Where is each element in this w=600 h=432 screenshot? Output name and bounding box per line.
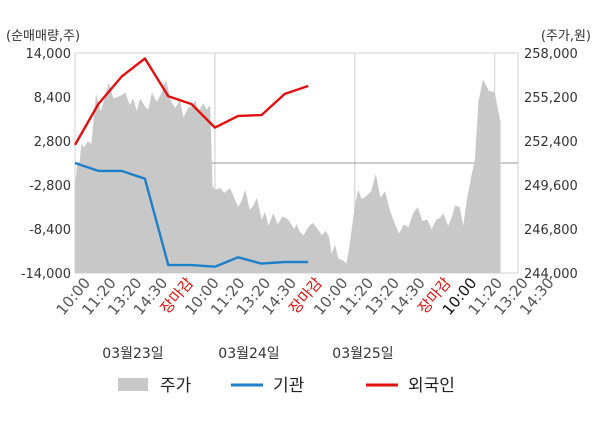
price-area [75, 79, 501, 273]
legend-swatch-price [118, 378, 148, 391]
left-tick-label: 8,400 [34, 91, 71, 106]
right-tick-label: 255,200 [524, 91, 578, 106]
left-unit-label: (순매매량,주) [6, 29, 80, 44]
left-tick-label: 2,800 [34, 135, 71, 150]
net-trade-lines-layer [73, 57, 309, 268]
left-tick-label: 14,000 [26, 47, 72, 62]
legend-label-foreign: 외국인 [408, 376, 455, 396]
right-unit-label: (주가,원) [541, 29, 591, 44]
left-tick-label: -14,000 [21, 267, 71, 282]
foreign-net-line [73, 57, 309, 146]
legend-label-price: 주가 [160, 376, 192, 396]
legend-item-foreign: 외국인 [366, 376, 455, 396]
date-label: 03월24일 [218, 346, 279, 362]
legend-label-inst: 기관 [273, 376, 304, 396]
institution-net-line [74, 161, 309, 268]
price-area-layer [75, 79, 501, 273]
left-tick-label: -8,400 [29, 223, 71, 238]
date-label: 03월23일 [102, 346, 163, 362]
legend-item-inst: 기관 [231, 376, 304, 396]
legend-item-price: 주가 [118, 376, 192, 396]
right-tick-label: 258,000 [524, 47, 578, 62]
legend: 주가 기관 외국인 [118, 376, 455, 396]
right-tick-label: 252,400 [524, 135, 578, 150]
right-tick-label: 246,800 [524, 223, 578, 238]
right-tick-label: 249,600 [524, 179, 578, 194]
right-tick-label: 244,000 [524, 267, 578, 282]
left-tick-label: -2,800 [29, 179, 71, 194]
date-label: 03월25일 [332, 346, 393, 362]
